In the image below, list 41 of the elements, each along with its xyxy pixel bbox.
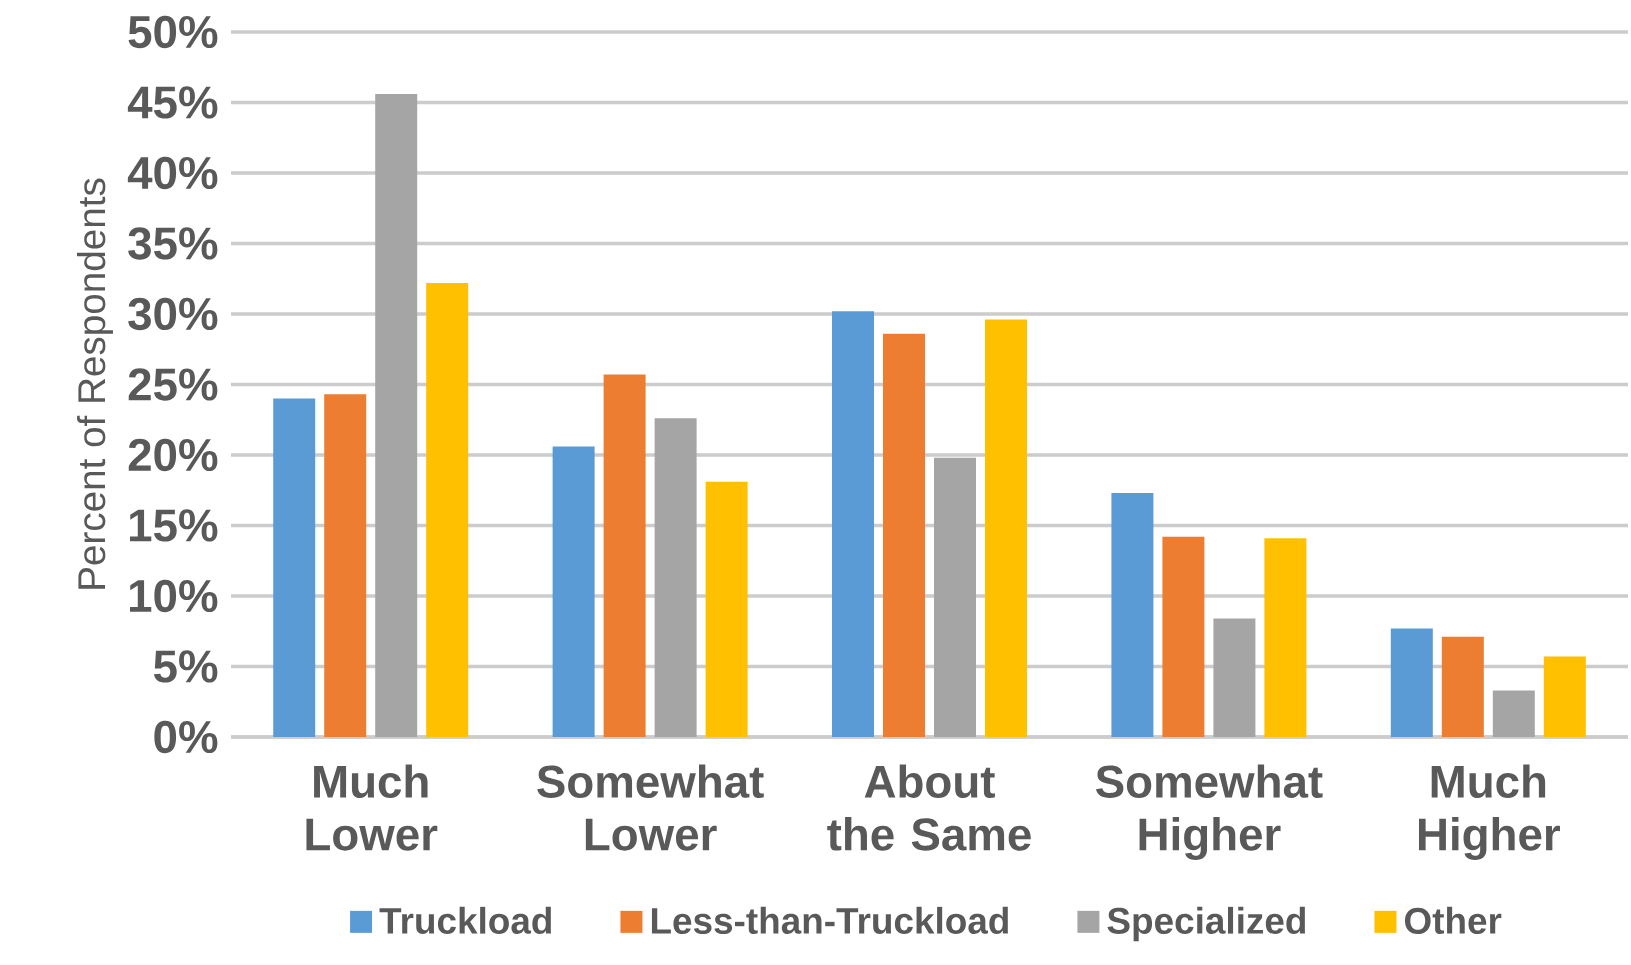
bar (1264, 538, 1307, 737)
bar (1390, 628, 1433, 737)
y-tick-label: 30% (128, 297, 218, 331)
bar (1492, 690, 1535, 737)
y-tick-label: 35% (128, 227, 218, 260)
x-tick-label: Somewhat Lower (537, 764, 764, 851)
bar (1111, 493, 1154, 737)
x-tick-label: Somewhat Higher (1095, 764, 1323, 860)
y-tick-label: 0% (154, 720, 218, 754)
x-tick-label: About the Same (827, 764, 1031, 851)
bar (426, 282, 469, 737)
bar (603, 374, 646, 737)
bar (1162, 536, 1205, 737)
bar (1441, 636, 1484, 737)
bar (985, 319, 1028, 737)
bar (324, 394, 367, 737)
legend-label: Truckload (379, 906, 551, 934)
y-tick-label: 40% (127, 156, 218, 190)
bar (654, 418, 697, 737)
y-tick-label: 20% (128, 438, 218, 472)
y-tick-label: 10% (130, 579, 218, 613)
y-tick-label: 45% (127, 86, 218, 119)
bar (832, 311, 875, 737)
bar (552, 446, 595, 737)
bar (273, 398, 316, 737)
bar (934, 457, 977, 737)
bar (375, 94, 418, 737)
y-tick-label: 50% (128, 15, 218, 49)
y-tick-label: 15% (130, 509, 218, 542)
x-tick-label: Much Lower (306, 764, 438, 851)
y-tick-label: 25% (128, 368, 218, 401)
bar (705, 481, 748, 737)
legend-label: Other (1404, 906, 1502, 934)
legend-label: Less-than-Truckload (651, 906, 1008, 934)
bar (1543, 656, 1586, 737)
bar (1213, 618, 1256, 737)
y-axis-title: Percent of Respondents (76, 178, 113, 589)
legend-label: Specialized (1107, 906, 1306, 942)
bar (883, 333, 926, 737)
x-tick-label: Much Higher (1419, 764, 1560, 860)
y-tick-label: 5% (153, 650, 218, 683)
